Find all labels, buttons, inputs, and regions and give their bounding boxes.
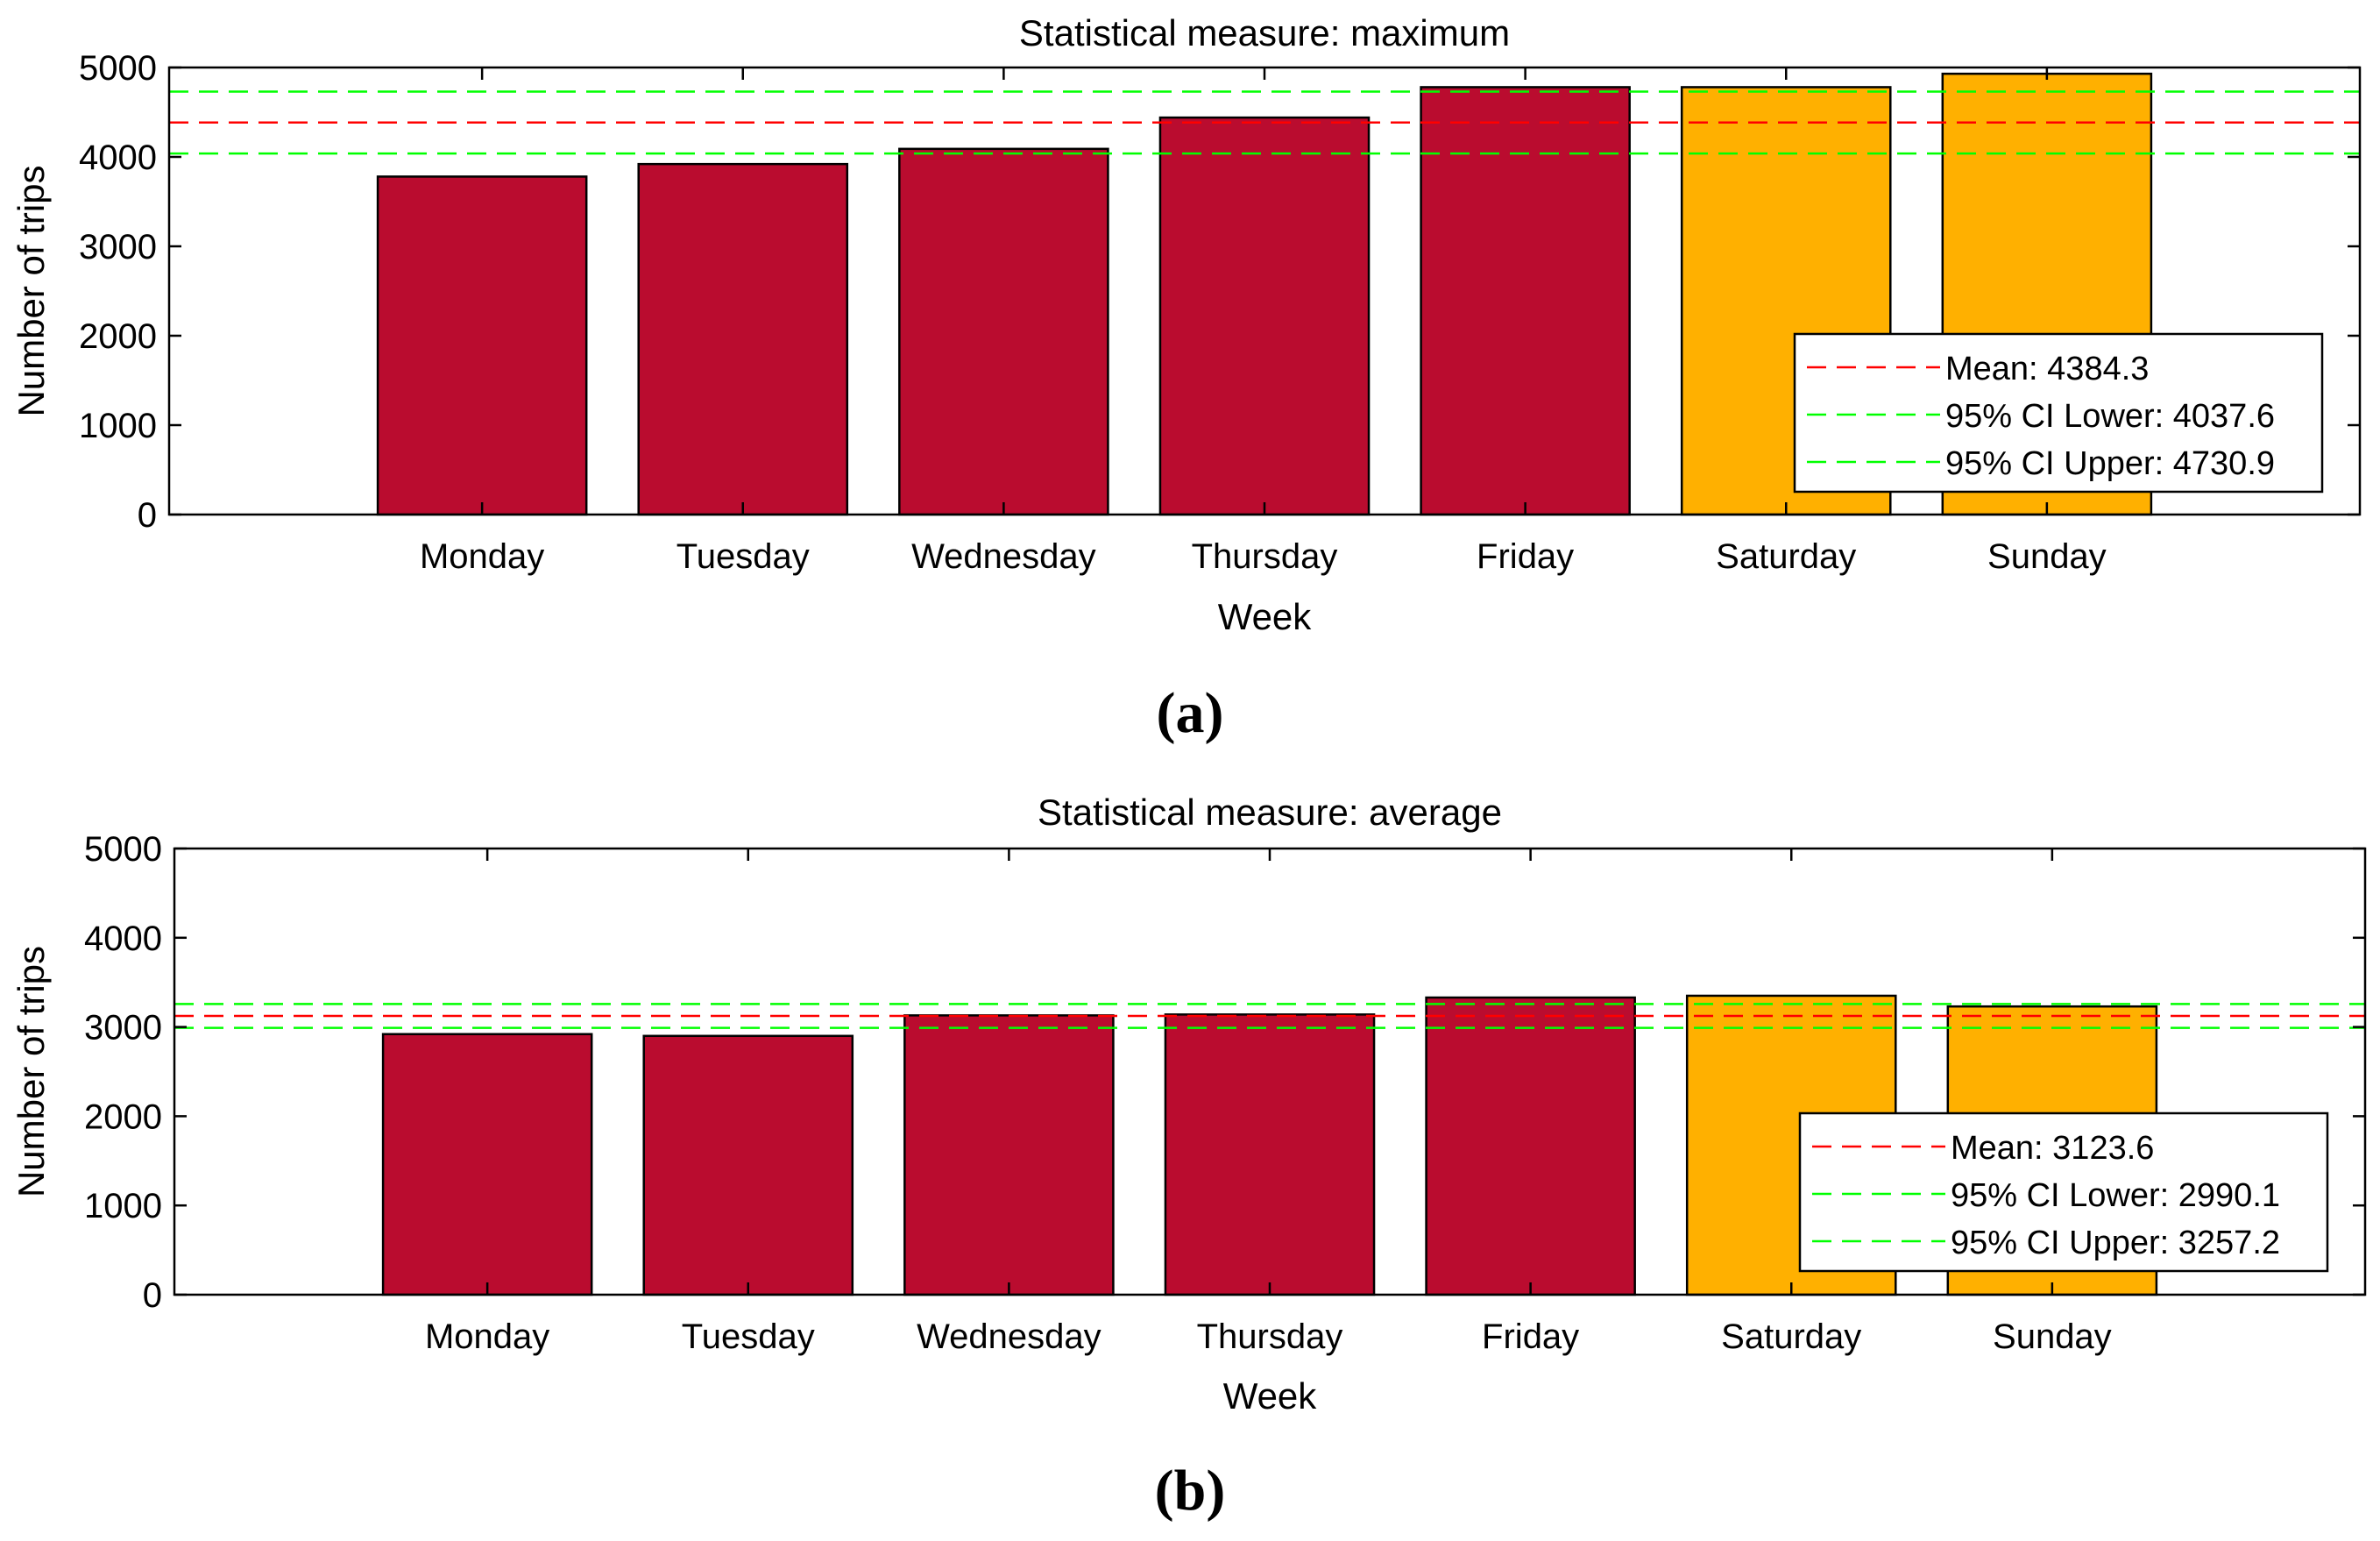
x-tick-label-thursday: Thursday [1197,1317,1343,1356]
legend-box [1793,332,2324,494]
chart-title: Statistical measure: maximum [1019,12,1510,53]
x-tick-label-sunday: Sunday [1993,1317,2112,1356]
x-tick-label-friday: Friday [1482,1317,1579,1356]
x-tick-label-friday: Friday [1477,537,1574,576]
y-axis-label: Number of trips [11,165,52,416]
legend-box [1798,1111,2329,1273]
legend-entry: Mean: 4384.3 [1945,351,2149,387]
y-tick-label: 5000 [79,49,157,88]
chart-panel-a: 0 1000 2000 3000 4000 5000 Monday Tuesday Wednes… [11,12,2362,745]
y-tick-label: 1000 [79,407,157,445]
x-tick-label-tuesday: Tuesday [676,537,810,576]
x-axis-label: Week [1218,596,1313,637]
y-tick-label: 0 [138,496,157,535]
y-axis-label: Number of trips [11,946,52,1197]
bar-friday [1420,86,1631,516]
bar-tuesday [642,1034,854,1296]
x-tick-label-monday: Monday [425,1317,549,1356]
x-tick-label-sunday: Sunday [1987,537,2107,576]
y-tick-label: 3000 [84,1009,162,1047]
y-tick-label: 4000 [79,138,157,177]
bar-monday [381,1033,593,1296]
panel-label: (b) [1155,1459,1226,1523]
bar-monday [376,175,588,516]
y-tick-label: 0 [143,1276,162,1315]
legend: Mean: 3123.6 95% CI Lower: 2990.1 95% CI U… [1798,1111,2329,1273]
legend-entry: Mean: 3123.6 [1951,1130,2154,1167]
y-tick-label: 2000 [84,1097,162,1136]
bar-thursday [1164,1013,1376,1296]
x-tick-label-thursday: Thursday [1192,537,1338,576]
y-tick-label: 4000 [84,920,162,958]
legend-entry: 95% CI Lower: 2990.1 [1951,1177,2280,1214]
x-tick-label-saturday: Saturday [1721,1317,1861,1356]
panel-label: (a) [1157,681,1224,745]
bar-wednesday [898,147,1109,516]
legend-entry: 95% CI Upper: 3257.2 [1951,1225,2280,1261]
y-tick-label: 2000 [79,317,157,356]
bar-thursday [1158,116,1371,516]
legend: Mean: 4384.3 95% CI Lower: 4037.6 95% CI U… [1793,332,2324,494]
x-tick-label-tuesday: Tuesday [682,1317,815,1356]
y-tick-label: 1000 [84,1187,162,1225]
chart-title: Statistical measure: average [1038,792,1502,833]
x-tick-label-saturday: Saturday [1716,537,1856,576]
x-tick-label-wednesday: Wednesday [917,1317,1101,1356]
bar-wednesday [903,1014,1115,1296]
y-tick-label: 5000 [84,830,162,869]
chart-panel-b: 0 1000 2000 3000 4000 5000 Monday Tuesday Wednes… [11,792,2367,1523]
bar-tuesday [637,162,849,516]
x-tick-label-wednesday: Wednesday [911,537,1096,576]
legend-entry: 95% CI Upper: 4730.9 [1945,445,2275,482]
legend-entry: 95% CI Lower: 4037.6 [1945,398,2275,435]
x-tick-label-monday: Monday [420,537,544,576]
y-tick-label: 3000 [79,228,157,266]
x-axis-label: Week [1223,1375,1318,1417]
bar-friday [1425,996,1636,1296]
